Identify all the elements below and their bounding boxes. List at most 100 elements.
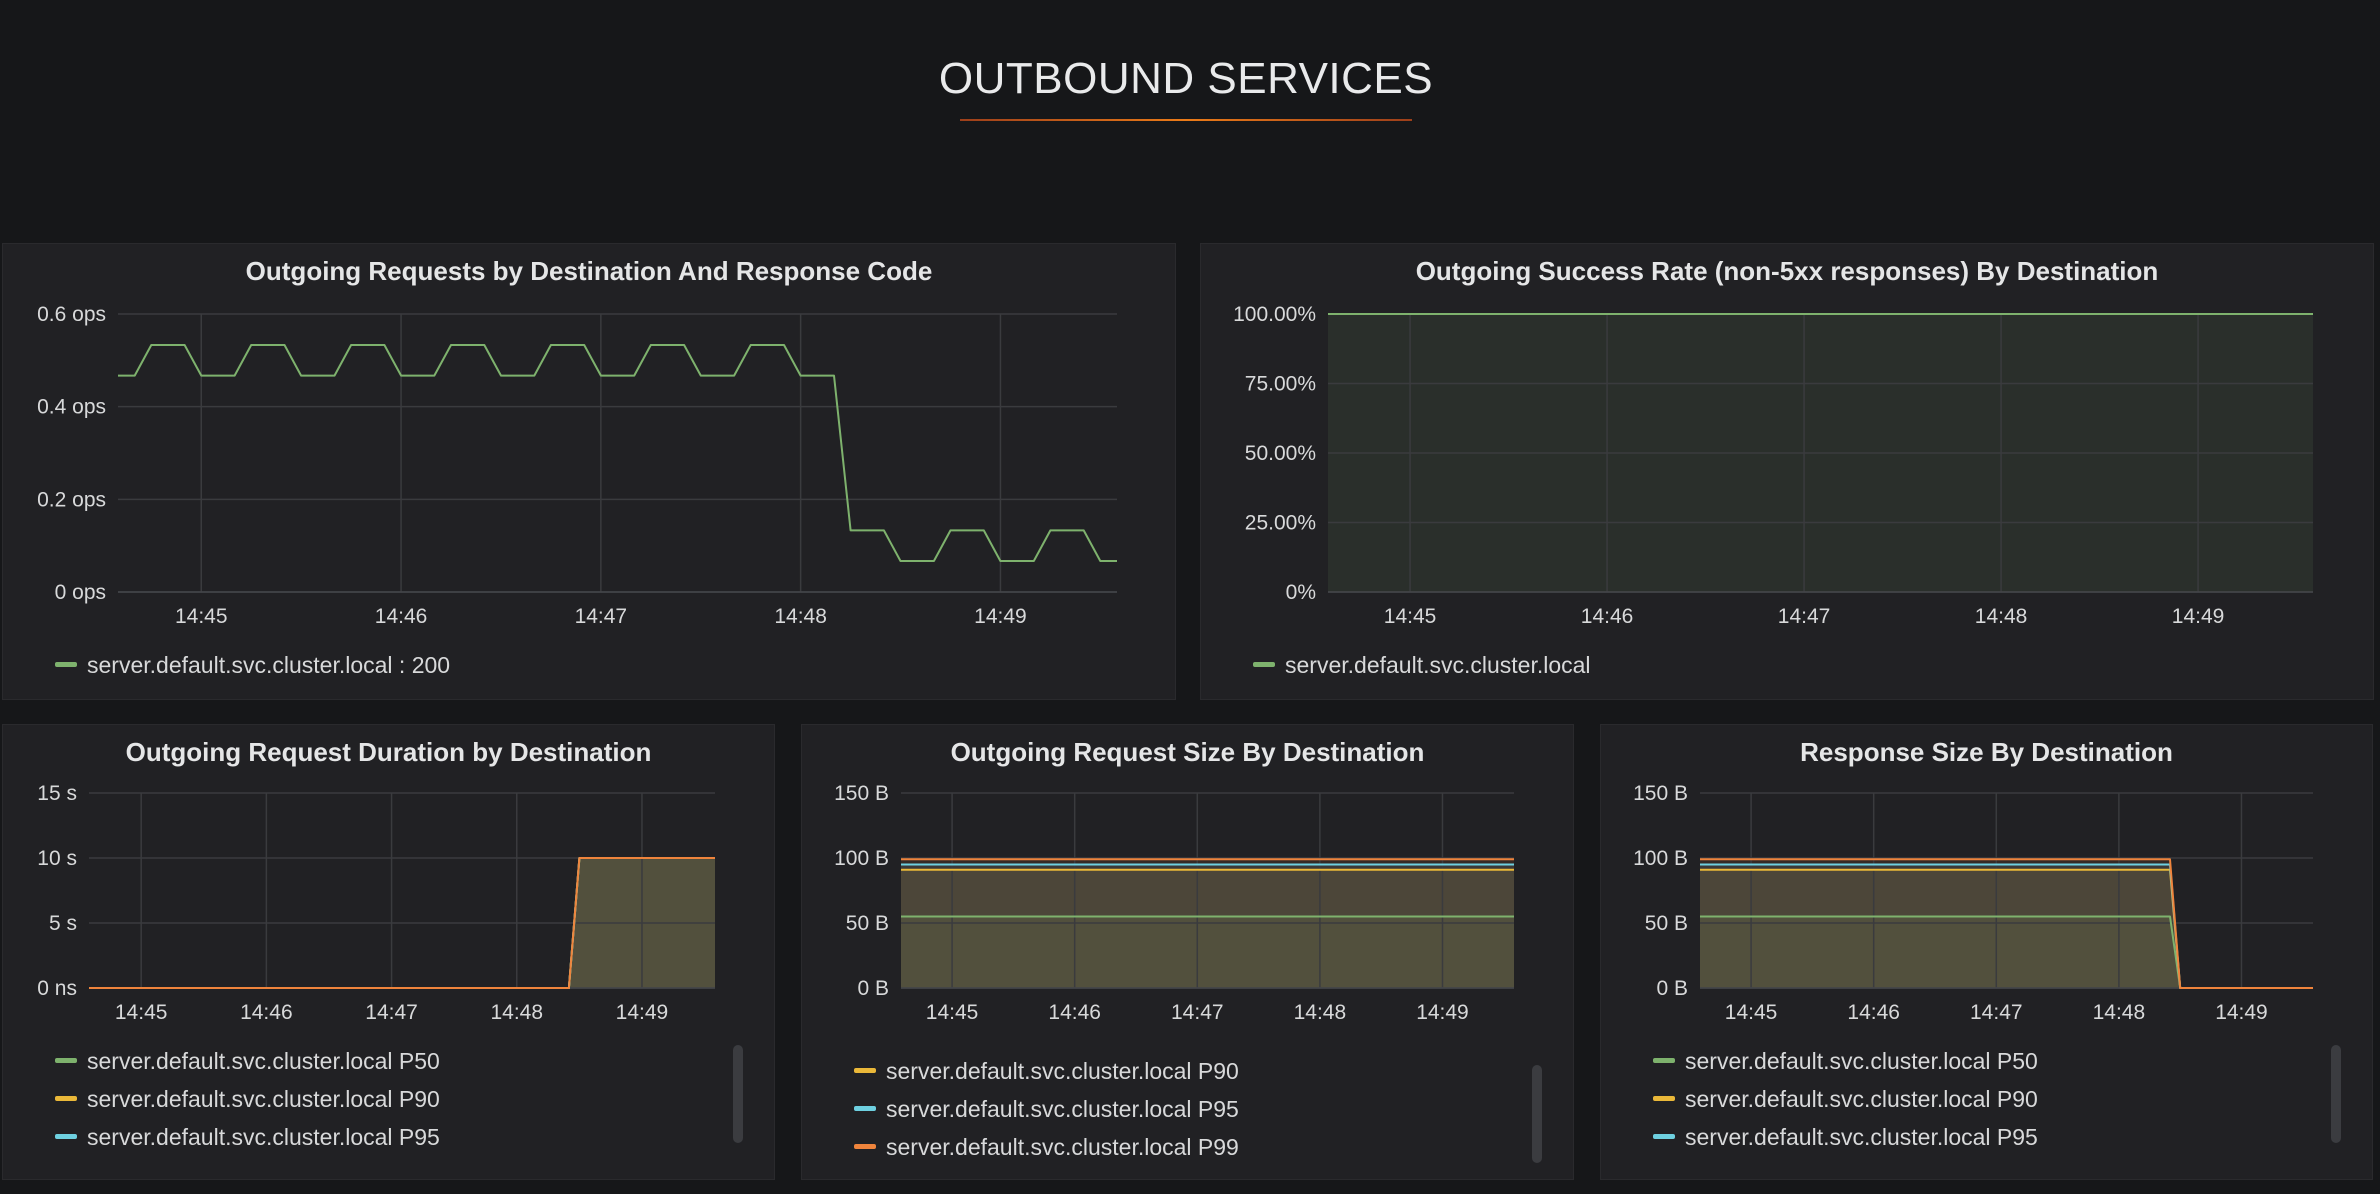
- y-tick-label: 15 s: [37, 782, 77, 805]
- y-tick-label: 0.2 ops: [37, 488, 106, 511]
- y-tick-label: 50.00%: [1245, 442, 1316, 465]
- x-tick-label: 14:48: [2093, 1001, 2146, 1024]
- panel-response-size[interactable]: 0 B 50 B 100 B 150 B 14:45 14:46 14:47 14:48 14:…: [1600, 724, 2373, 1180]
- legend-item[interactable]: server.default.svc.cluster.local P50: [55, 1048, 440, 1075]
- legend-scrollbar[interactable]: [733, 1045, 743, 1143]
- y-tick-label: 0%: [1286, 581, 1316, 604]
- legend-label: server.default.svc.cluster.local P90: [87, 1086, 440, 1112]
- legend-item[interactable]: server.default.svc.cluster.local P95: [854, 1096, 1239, 1123]
- legend-label: server.default.svc.cluster.local: [1285, 652, 1591, 678]
- legend-scrollbar[interactable]: [1532, 1065, 1542, 1163]
- chart-svg[interactable]: 0% 25.00% 50.00% 75.00% 100.00% 14:45 14:46 14:…: [1201, 244, 2375, 701]
- panel-outgoing-requests[interactable]: 0 ops 0.2 ops 0.4 ops 0.6 ops 14:45 14:46 14:4…: [2, 243, 1176, 700]
- series-area-fill: [901, 864, 1514, 988]
- grid: [118, 313, 1117, 593]
- x-tick-label: 14:47: [365, 1001, 418, 1024]
- y-tick-label: 0 ns: [37, 977, 77, 1000]
- x-tick-label: 14:45: [115, 1001, 168, 1024]
- x-tick-label: 14:45: [926, 1001, 979, 1024]
- legend-label: server.default.svc.cluster.local P99: [886, 1134, 1239, 1160]
- series-line[interactable]: [1700, 858, 2313, 989]
- chart-svg[interactable]: 0 B 50 B 100 B 150 B 14:45 14:46 14:47 14:48 14:…: [802, 725, 1575, 1181]
- y-tick-label: 100 B: [1633, 847, 1688, 870]
- x-tick-label: 14:47: [1970, 1001, 2023, 1024]
- x-tick-label: 14:46: [1847, 1001, 1900, 1024]
- legend-item[interactable]: server.default.svc.cluster.local P99: [854, 1134, 1239, 1161]
- panel-outgoing-success-rate[interactable]: 0% 25.00% 50.00% 75.00% 100.00% 14:45 14:46 14:…: [1200, 243, 2374, 700]
- chart-svg[interactable]: 0 ops 0.2 ops 0.4 ops 0.6 ops 14:45 14:46 14:4…: [3, 244, 1177, 701]
- y-tick-label: 25.00%: [1245, 512, 1316, 535]
- dashboard-row-header: OUTBOUND SERVICES: [0, 0, 2380, 150]
- panel-title[interactable]: Outgoing Requests by Destination And Res…: [245, 256, 933, 286]
- legend-label: server.default.svc.cluster.local P90: [886, 1058, 1239, 1084]
- panel-title[interactable]: Response Size By Destination: [1800, 737, 2173, 767]
- y-tick-label: 0.4 ops: [37, 396, 106, 419]
- y-tick-label: 50 B: [1645, 912, 1688, 935]
- legend-label: server.default.svc.cluster.local P95: [87, 1124, 440, 1150]
- x-tick-label: 14:47: [575, 605, 628, 628]
- y-tick-label: 0.6 ops: [37, 303, 106, 326]
- x-tick-label: 14:49: [1416, 1001, 1469, 1024]
- y-tick-label: 75.00%: [1245, 373, 1316, 396]
- x-tick-label: 14:45: [1725, 1001, 1778, 1024]
- y-tick-label: 0 B: [857, 977, 889, 1000]
- legend-swatch: [55, 1096, 77, 1102]
- x-tick-label: 14:49: [2172, 605, 2225, 628]
- legend-item[interactable]: server.default.svc.cluster.local P90: [854, 1058, 1239, 1085]
- legend-swatch: [1653, 1134, 1675, 1140]
- series-area-fill: [1700, 864, 2313, 988]
- y-tick-label: 10 s: [37, 847, 77, 870]
- y-tick-label: 100 B: [834, 847, 889, 870]
- x-tick-label: 14:49: [616, 1001, 669, 1024]
- y-tick-label: 100.00%: [1233, 303, 1316, 326]
- panel-title[interactable]: Outgoing Request Duration by Destination: [125, 737, 652, 767]
- legend-label: server.default.svc.cluster.local P50: [1685, 1048, 2038, 1074]
- legend-label: server.default.svc.cluster.local P95: [1685, 1124, 2038, 1150]
- legend-swatch: [55, 662, 77, 668]
- legend-scrollbar[interactable]: [2331, 1045, 2341, 1143]
- x-tick-label: 14:46: [1048, 1001, 1101, 1024]
- x-tick-label: 14:46: [1581, 605, 1634, 628]
- legend-swatch: [1253, 662, 1275, 668]
- series-area-fill: [901, 869, 1514, 988]
- series-line[interactable]: [118, 344, 1117, 562]
- legend-label: server.default.svc.cluster.local : 200: [87, 652, 451, 678]
- legend-item[interactable]: server.default.svc.cluster.local P95: [55, 1124, 440, 1151]
- series-area-fill: [1700, 869, 2313, 988]
- legend-swatch: [854, 1144, 876, 1150]
- legend-item[interactable]: server.default.svc.cluster.local P90: [55, 1086, 440, 1113]
- x-tick-label: 14:47: [1778, 605, 1831, 628]
- x-tick-label: 14:46: [240, 1001, 293, 1024]
- legend-swatch: [1653, 1058, 1675, 1064]
- legend-swatch: [854, 1068, 876, 1074]
- page-title: OUTBOUND SERVICES: [938, 54, 1434, 103]
- x-tick-label: 14:48: [774, 605, 827, 628]
- x-tick-label: 14:48: [490, 1001, 543, 1024]
- x-tick-label: 14:48: [1975, 605, 2028, 628]
- x-tick-label: 14:46: [375, 605, 428, 628]
- panel-request-duration[interactable]: 0 ns 5 s 10 s 15 s 14:45 14:46 14:47 14:48 14:49…: [2, 724, 775, 1180]
- panel-request-size[interactable]: 0 B 50 B 100 B 150 B 14:45 14:46 14:47 14:48 14:…: [801, 724, 1574, 1180]
- legend-label: server.default.svc.cluster.local P50: [87, 1048, 440, 1074]
- legend-item[interactable]: server.default.svc.cluster.local P50: [1653, 1048, 2038, 1075]
- y-tick-label: 50 B: [846, 912, 889, 935]
- panel-title[interactable]: Outgoing Request Size By Destination: [950, 737, 1425, 767]
- legend-item[interactable]: server.default.svc.cluster.local P95: [1653, 1124, 2038, 1151]
- x-tick-label: 14:49: [974, 605, 1027, 628]
- y-tick-label: 0 ops: [55, 581, 106, 604]
- legend-label: server.default.svc.cluster.local P95: [886, 1096, 1239, 1122]
- legend-item[interactable]: server.default.svc.cluster.local P90: [1653, 1086, 2038, 1113]
- y-tick-label: 150 B: [1633, 782, 1688, 805]
- legend-swatch: [55, 1134, 77, 1140]
- panel-title[interactable]: Outgoing Success Rate (non-5xx responses…: [1415, 256, 2159, 286]
- series-line[interactable]: [89, 857, 715, 989]
- legend-label: server.default.svc.cluster.local P90: [1685, 1086, 2038, 1112]
- y-tick-label: 5 s: [49, 912, 77, 935]
- chart-svg[interactable]: 0 ns 5 s 10 s 15 s 14:45 14:46 14:47 14:48 14:49: [3, 725, 776, 1181]
- y-tick-label: 150 B: [834, 782, 889, 805]
- chart-svg[interactable]: 0 B 50 B 100 B 150 B 14:45 14:46 14:47 14:48 14:…: [1601, 725, 2374, 1181]
- x-tick-label: 14:49: [2215, 1001, 2268, 1024]
- series-area-fill: [1700, 916, 2313, 988]
- legend-item[interactable]: server.default.svc.cluster.local : 200: [55, 652, 450, 679]
- legend-item[interactable]: server.default.svc.cluster.local: [1253, 652, 1591, 679]
